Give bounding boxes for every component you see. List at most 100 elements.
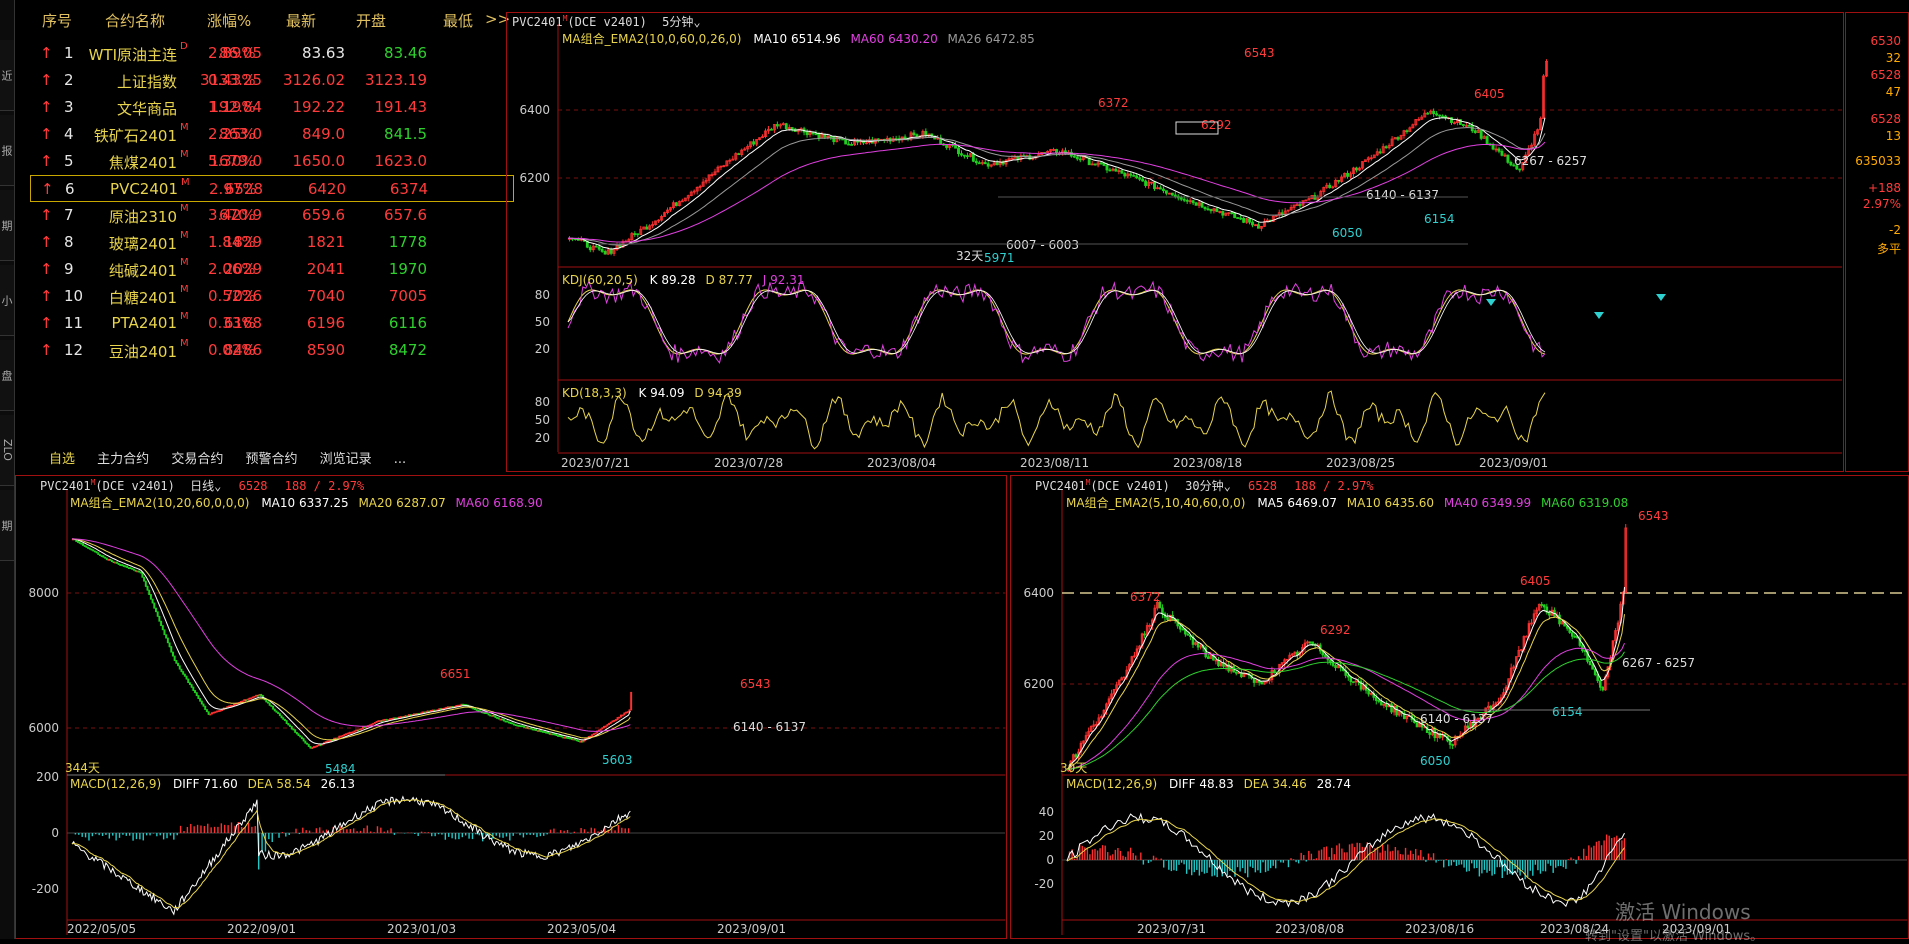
up-arrow-icon: ↑: [40, 260, 53, 278]
price-candle: [1093, 163, 1097, 166]
tab-more[interactable]: ...: [393, 452, 407, 467]
price-candle: [1105, 165, 1109, 171]
row-last: 6528: [224, 180, 263, 198]
watchlist-row[interactable]: ↑ 8 玻璃2401 M 1.84% 1829 1821 1778: [30, 229, 512, 256]
price-candle: [1533, 133, 1537, 146]
period-select[interactable]: 日线: [190, 479, 215, 493]
side-tab-2[interactable]: 期: [0, 190, 14, 261]
tab-favorites[interactable]: 自选: [49, 452, 76, 467]
price-candle: [621, 714, 624, 717]
price-candle: [205, 709, 208, 713]
row-no: 12: [64, 341, 84, 359]
price-candle: [613, 720, 616, 722]
macd-y-tick: 40: [1039, 805, 1054, 819]
col-no[interactable]: 序号: [42, 12, 73, 30]
price-candle: [654, 220, 658, 225]
watchlist-row[interactable]: ↑ 6 PVC2401 M 2.97% 6528 6420 6374: [30, 175, 514, 202]
price-candle: [555, 734, 558, 736]
watchlist-row[interactable]: ↑ 9 纯碱2401 M 2.06% 2029 2041 1970: [30, 256, 512, 283]
col-last[interactable]: 最新: [286, 12, 317, 30]
price-candle: [1415, 722, 1419, 728]
price-candle: [1087, 731, 1090, 736]
tab-history[interactable]: 浏览记录: [319, 452, 372, 467]
price-candle: [1156, 601, 1159, 609]
watchlist-row[interactable]: ↑ 11 PTA2401 M 0.33% 6168 6196 6116: [30, 310, 512, 337]
row-chg: 0.52%: [208, 287, 256, 305]
price-candle: [1374, 696, 1378, 701]
side-tab-0[interactable]: 近: [0, 40, 14, 111]
kdj-signal-arrow: [1656, 294, 1666, 301]
price-candle: [440, 708, 443, 710]
watchlist-row[interactable]: ↑ 3 文华商品 1.19% 192.84 192.22 191.43: [30, 94, 512, 121]
col-chg[interactable]: 涨幅%: [207, 12, 252, 30]
top-price-chart[interactable]: 6400 6200 6543 6372 6292 6405 6267 - 6257 6140 …: [506, 12, 1842, 470]
watchlist-row[interactable]: ↑ 2 上证指数 0.43% 3133.25 3126.02 3123.19: [30, 67, 512, 94]
watchlist-row[interactable]: ↑ 5 焦煤2401 M 5.30% 1679.0 1650.0 1623.0: [30, 148, 512, 175]
price-candle: [243, 699, 246, 702]
price-candle: [499, 718, 502, 721]
side-tab-6[interactable]: 期: [0, 490, 14, 561]
side-tab-4[interactable]: 盘: [0, 340, 14, 411]
price-candle: [1019, 155, 1023, 161]
side-tab-3[interactable]: 小: [0, 265, 14, 336]
col-name[interactable]: 合约名称: [105, 12, 166, 30]
col-open[interactable]: 开盘: [356, 12, 387, 30]
watchlist-row[interactable]: ↑ 12 豆油2401 M 0.02% 8486 8590 8472: [30, 337, 512, 364]
side-tab-1[interactable]: 报: [0, 115, 14, 186]
chevron-down-icon[interactable]: ⌄: [693, 15, 701, 29]
intraday-price-chart[interactable]: 6400 6200 6543 6372 6292 6405 6267 - 6257 6140 …: [1010, 475, 1907, 937]
price-candle: [258, 694, 261, 696]
price-candle: [110, 559, 113, 563]
price-candle: [171, 651, 174, 657]
price-candle: [80, 542, 83, 545]
price-candle: [1453, 122, 1456, 124]
price-candle: [1390, 703, 1393, 713]
price-candle: [99, 554, 101, 556]
price-candle: [1129, 173, 1133, 176]
kd-y-tick: 20: [535, 431, 550, 445]
tab-alert-contracts[interactable]: 预警合约: [245, 452, 298, 467]
quote-value: 47: [1885, 85, 1901, 99]
price-candle: [178, 665, 181, 670]
price-candle: [144, 580, 147, 587]
row-last: 1829: [223, 233, 262, 251]
tab-trade-contracts[interactable]: 交易合约: [171, 452, 224, 467]
price-candle: [847, 143, 851, 146]
period-select[interactable]: 5分钟: [662, 15, 694, 29]
price-candle: [109, 558, 112, 561]
price-candle: [683, 197, 687, 202]
date-tick: 2022/05/05: [67, 922, 136, 936]
macd-y-tick: -20: [1034, 877, 1054, 891]
row-name: 焦煤2401: [108, 154, 177, 172]
up-arrow-icon: ↑: [40, 233, 53, 251]
price-candle: [677, 201, 681, 206]
price-annotation: 6140 - 6137: [1420, 712, 1493, 726]
price-candle: [989, 164, 993, 167]
watchlist-row[interactable]: ↑ 4 铁矿石2401 M 2.25% 863.0 849.0 841.5: [30, 121, 512, 148]
watchlist-row[interactable]: ↑ 1 WTI原油主连 D 2.89% 86.05 83.63 83.46: [30, 40, 512, 67]
chevron-down-icon[interactable]: ⌄: [1223, 479, 1231, 493]
price-candle: [504, 720, 507, 723]
price-candle: [974, 160, 978, 164]
price-candle: [1596, 674, 1600, 682]
side-tab-5[interactable]: ZLO: [0, 415, 14, 486]
row-sup: M: [180, 338, 189, 349]
price-candle: [177, 662, 180, 667]
price-candle: [1438, 732, 1442, 738]
price-candle: [295, 731, 298, 735]
daily-price-chart[interactable]: 8000 6000 6651 6543 6140 - 6137 5484 5603 344天 2…: [15, 475, 1005, 937]
price-candle: [209, 713, 212, 716]
watchlist-row[interactable]: ↑ 10 白糖2401 M 0.52% 7026 7040 7005: [30, 283, 512, 310]
period-select[interactable]: 30分钟: [1185, 479, 1224, 493]
price-candle: [1306, 641, 1309, 644]
price-candle: [358, 728, 361, 731]
more-columns-button[interactable]: >>: [485, 10, 511, 28]
price-candle: [671, 202, 675, 209]
chevron-down-icon[interactable]: ⌄: [214, 479, 222, 493]
price-candle: [781, 123, 785, 126]
col-low[interactable]: 最低: [443, 12, 474, 30]
watchlist-row[interactable]: ↑ 7 原油2310 M 3.42% 670.9 659.6 657.6: [30, 202, 512, 229]
price-candle: [244, 699, 247, 702]
tab-main-contracts[interactable]: 主力合约: [97, 452, 150, 467]
price-candle: [533, 728, 536, 731]
